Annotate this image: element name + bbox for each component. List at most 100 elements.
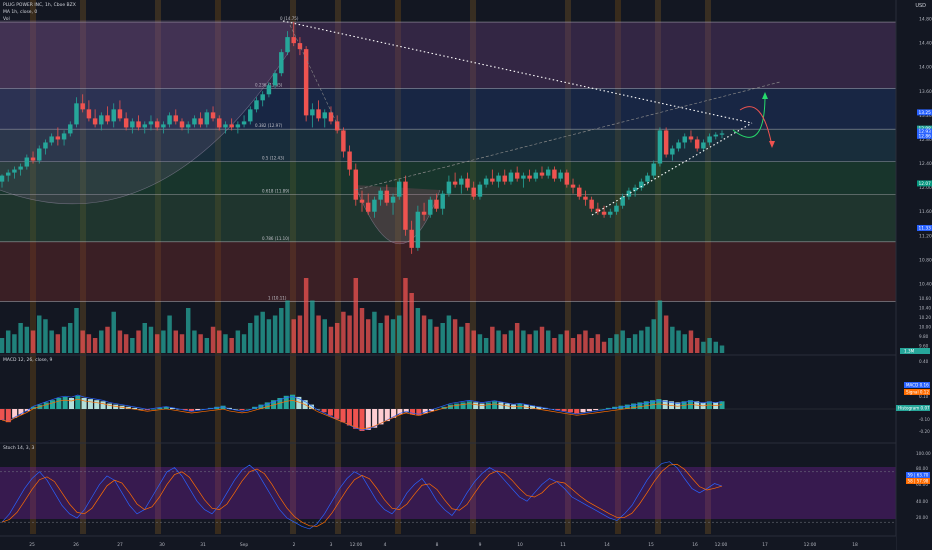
candle-body [545,169,551,176]
macd-badge [896,405,930,411]
volume-bar [378,323,383,353]
stoch-badge [906,478,930,484]
volume-bar [390,319,396,353]
price-axis[interactable]: 14.80 14.40 14.00 13.60 13.20 12.80 12.40 12.00… [895,0,932,550]
volume-bar [111,311,116,353]
volume-bar [694,338,700,353]
volume-bar [204,338,210,353]
candle-body [353,169,359,200]
candle-body [148,121,154,125]
macd-histogram-bar [24,409,30,412]
volume-bar [682,334,687,353]
candle-body [701,142,706,149]
stoch-d-line [1,463,723,527]
candle-body [595,208,601,212]
macd-badge [904,389,930,395]
macd-histogram-bar [365,409,371,430]
macd-histogram-bar [94,400,100,409]
candle-body [415,211,421,248]
volume-bar [446,315,452,353]
candle-body [55,136,61,140]
macd-histogram-bar [435,409,441,410]
candle-body [43,142,48,149]
volume-legend[interactable]: Vol [3,17,10,22]
volume-bar [136,330,141,353]
candle-body [12,169,17,173]
macd-badge [904,382,930,388]
stoch-legend[interactable]: Stoch 14, 3, 3 [3,446,35,451]
candle-body [570,184,576,188]
candle-body [465,178,470,188]
session-band [215,0,221,534]
candle-body [694,139,700,149]
stoch-badge-text: 59 | 63.70 [908,473,929,478]
candle-body [459,178,464,185]
volume-bar [719,345,725,353]
macd-tick: -0.20 [919,429,930,434]
macd-histogram-bar [132,407,138,409]
macd-histogram-bar [258,404,264,409]
macd-legend[interactable]: MACD 12, 26, close, 9 [3,358,53,363]
ma-legend[interactable]: MA 1h, close, 0 [3,10,38,15]
candle-body [539,172,545,176]
time-axis[interactable]: 25 26 27 30 31 Sep 2 3 12:00 4 8 9 10 11 14 15 16 12:00 17… [0,535,896,550]
macd-histogram-bar [31,406,37,409]
fib-level-label: 0.618 (11.89) [262,188,290,193]
macd-histogram-bar [422,409,428,414]
volume-bar [440,323,445,353]
volume-bar [651,319,656,353]
candle-body [397,181,402,197]
volume-bar [74,308,79,353]
macd-histogram-bar [68,398,74,409]
volume-bar [92,338,98,353]
macd-histogram-bar [555,409,561,411]
time-tick: 12:00 [804,542,817,548]
time-tick: 4 [384,542,387,548]
volume-bar [452,319,458,353]
macd-badge-text: Histogram 0.07 [898,406,930,411]
symbol-legend[interactable]: PLUG POWER INC, 1h, Cboe BZX [3,3,76,8]
stoch-badge-text: 58 | 57.98 [908,479,929,484]
volume-bar [502,334,507,353]
candle-body [428,199,433,215]
stoch-tick: 80.00 [916,466,928,471]
volume-bar [80,330,85,353]
volume-bar [632,334,638,353]
candle-body [111,109,116,122]
volume-bar [130,338,135,353]
volume-bar [353,278,359,353]
candle-body [229,124,234,128]
macd-histogram-bar [359,409,365,431]
price-tick: 14.40 [919,41,932,47]
macd-histogram-bar [308,404,314,409]
candle-body [341,130,346,152]
price-tick: 13.60 [919,89,932,95]
candle-body [446,181,452,194]
candle-body [161,124,166,128]
price-badge-text: 12.93 [919,129,932,135]
macd-histogram-bar [605,407,611,409]
volume-bar [30,330,36,353]
macd-histogram-bar [447,404,453,409]
macd-histogram-bar [397,409,403,415]
volume-bar [43,319,48,353]
stoch-tick: 20.00 [916,515,928,520]
volume-tick: 10.00 [919,325,931,330]
macd-histogram-bar [574,409,580,414]
volume-bar [626,338,632,353]
candle-body [527,175,532,179]
price-badge [917,224,932,231]
candle-body [589,199,594,209]
volume-bar [397,315,402,353]
signal-line [1,398,723,430]
macd-histogram-bar [75,395,81,409]
macd-histogram-bar [353,409,359,429]
candle-body [614,205,619,212]
time-tick: 10 [517,542,523,548]
time-tick: 18 [852,542,858,548]
volume-tick: 10.20 [919,315,931,320]
macd-histogram-bar [561,409,567,412]
session-band [615,0,621,534]
macd-histogram-bar [315,409,321,410]
